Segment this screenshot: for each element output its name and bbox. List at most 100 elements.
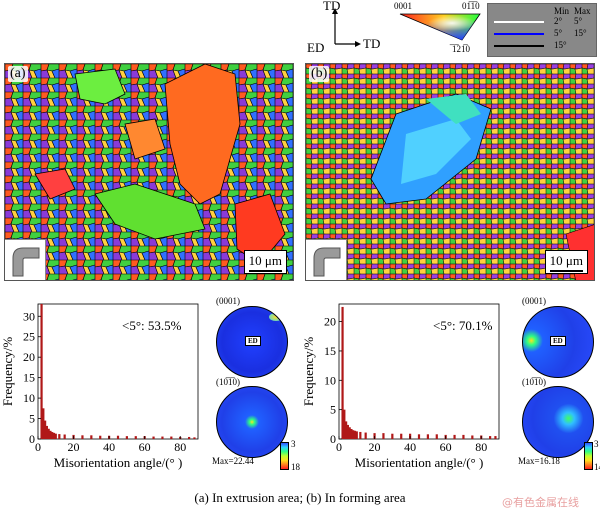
legend-line-low xyxy=(494,21,544,23)
pf-b-bottom-label: (10̅1̅0) xyxy=(522,377,546,387)
watermark: @有色金属在线 xyxy=(502,496,579,509)
axes-triad: TD ED TD xyxy=(305,0,385,58)
histogram-a-stat: <5°: 53.5% xyxy=(122,318,182,333)
histogram-b-bar xyxy=(364,432,367,439)
histogram-b-xtick-label: 40 xyxy=(404,440,416,454)
histogram-b-bar xyxy=(348,427,351,439)
histogram-b-bar xyxy=(350,429,353,439)
pf-b-ed-label: ED xyxy=(550,336,566,346)
pf-b-cbar-top: 3 xyxy=(594,439,599,449)
histogram-b-bar xyxy=(382,433,385,439)
boundary-legend: Min Max 2° 5° 5° 15° 15° xyxy=(487,3,597,57)
histogram-a-ylabel: Frequency/% xyxy=(0,337,15,406)
ebsd-map-b-image xyxy=(306,64,594,280)
scale-bar-a: 10 μm xyxy=(243,250,287,274)
ebsd-map-b: (b) 10 μm xyxy=(305,63,595,281)
histogram-a-ytick-label: 0 xyxy=(29,432,35,446)
histogram-a-xlabel: Misorientation angle/(° ) xyxy=(54,455,183,470)
histogram-a-xtick-label: 0 xyxy=(35,440,41,454)
histogram-a-bar xyxy=(134,436,137,439)
histogram-a-ytick-label: 10 xyxy=(23,391,35,405)
histogram-b-ytick-label: 20 xyxy=(324,315,336,329)
td-top-label: TD xyxy=(323,0,341,13)
legend-max-label: Max xyxy=(574,6,591,16)
histogram-b-bar xyxy=(345,421,348,439)
pf-a-bottom-label: (10̅1̅0) xyxy=(216,377,240,387)
histogram-b-xtick-label: 60 xyxy=(440,440,452,454)
histogram-b-bar xyxy=(417,434,421,439)
histogram-a-bar xyxy=(90,435,93,439)
histogram-b: 0 20 40 60 80 0 5 10 15 20 Misorientation angle/(°… xyxy=(301,296,506,476)
histogram-a-bar xyxy=(81,435,84,439)
histogram-a-bar xyxy=(116,435,120,439)
pf-a-cbar-top: 3 xyxy=(291,439,296,449)
histogram-b-bar xyxy=(494,436,497,439)
legend-line-mid xyxy=(494,33,544,35)
histogram-a-bar xyxy=(45,425,48,439)
histogram-b-ylabel: Frequency/% xyxy=(301,337,316,406)
legend-row1-max: 5° xyxy=(574,16,583,26)
panel-b-letter: (b) xyxy=(309,66,330,82)
histogram-a-xtick-label: 20 xyxy=(68,440,80,454)
histogram-a: 0 20 40 60 80 0 5 10 15 20 25 30 Misorientation angl… xyxy=(0,296,205,476)
histogram-b-bar xyxy=(391,433,394,439)
pole-figure-a-0001 xyxy=(216,306,288,378)
scale-bar-b: 10 μm xyxy=(544,250,588,274)
histogram-a-bar xyxy=(161,436,164,439)
histogram-a-ytick-label: 25 xyxy=(23,330,35,344)
pole-figure-a-10-10 xyxy=(216,386,288,458)
histogram-b-ytick-label: 0 xyxy=(330,432,336,446)
pf-a-colorbar xyxy=(280,442,289,470)
histogram-b-ytick-label: 10 xyxy=(324,373,336,387)
legend-line-high xyxy=(494,45,544,47)
histogram-a-bar xyxy=(188,436,191,439)
histogram-b-bar xyxy=(355,431,358,439)
pf-b-max: Max=16.18 xyxy=(518,456,560,466)
histogram-a-bar xyxy=(40,304,43,439)
histogram-a-bar xyxy=(54,433,57,439)
pf-a-max: Max=22.44 xyxy=(212,456,254,466)
histogram-b-bar xyxy=(426,434,429,439)
histogram-b-bar xyxy=(341,306,344,439)
histogram-a-bar xyxy=(52,432,56,439)
pf-b-colorbar xyxy=(584,442,593,470)
pf-b-top-label: (0001) xyxy=(522,296,546,306)
histogram-a-bar xyxy=(49,430,52,439)
ipf-label-01-10: 01̅1̅0 xyxy=(462,1,480,11)
scale-bar-a-label: 10 μm xyxy=(248,253,282,268)
ed-label: ED xyxy=(307,40,325,55)
figure-caption: (a) In extrusion area; (b) In forming ar… xyxy=(194,490,406,505)
histogram-a-bar xyxy=(99,435,102,439)
histogram-b-bar xyxy=(462,434,465,439)
histogram-a-ytick-label: 5 xyxy=(29,412,35,426)
panel-a-letter: (a) xyxy=(8,66,28,82)
histogram-a-xtick-label: 40 xyxy=(103,440,115,454)
histogram-a-bar xyxy=(193,437,196,439)
histogram-b-bar xyxy=(453,434,456,439)
ipf-label-0001: 0001 xyxy=(394,1,412,11)
histogram-b-ytick-label: 5 xyxy=(330,403,336,417)
histogram-b-bar xyxy=(359,431,362,439)
legend-row2-min: 5° xyxy=(554,28,563,38)
legend-row1-min: 2° xyxy=(554,16,563,26)
pole-figure-b-10-10 xyxy=(522,386,594,458)
elbow-part-icon-a xyxy=(5,239,46,280)
histogram-a-ytick-label: 15 xyxy=(23,371,35,385)
scale-bar-b-label: 10 μm xyxy=(549,253,583,268)
pf-a-top-label: (0001) xyxy=(216,296,240,306)
histogram-a-bar xyxy=(63,434,66,439)
legend-min-label: Min xyxy=(554,6,570,16)
histogram-a-bar xyxy=(58,434,61,439)
histogram-a-bar xyxy=(152,436,155,439)
histogram-a-bar xyxy=(47,428,50,439)
histogram-b-bar xyxy=(343,409,346,439)
elbow-part-icon-b xyxy=(306,239,347,280)
histogram-b-xlabel: Misorientation angle/(° ) xyxy=(355,455,484,470)
histogram-a-bar xyxy=(42,408,45,439)
pf-a-cbar-bottom: 18 xyxy=(291,462,300,472)
histogram-a-bar xyxy=(44,420,47,439)
td-right-label: TD xyxy=(363,36,381,51)
pf-b-cbar-bottom: 14 xyxy=(594,462,600,472)
